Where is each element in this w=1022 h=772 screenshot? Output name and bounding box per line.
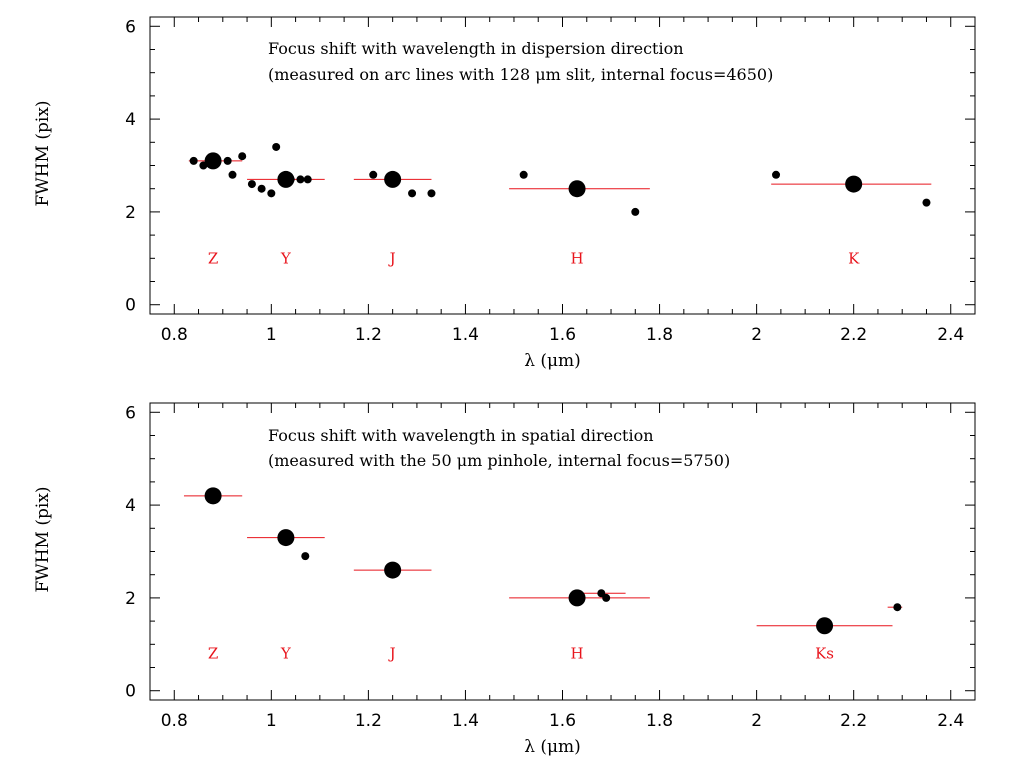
band-mean-point-z [204, 152, 222, 170]
y-tick-label: 6 [125, 17, 136, 37]
annotation-line: (measured with the 50 μm pinhole, intern… [268, 451, 730, 470]
x-tick-label: 1.2 [355, 711, 382, 731]
band-mean-point-h [568, 180, 586, 198]
data-point [257, 184, 266, 193]
x-axis-label: λ (μm) [524, 351, 581, 371]
annotation-line: Focus shift with wavelength in dispersio… [268, 39, 684, 58]
band-label-z: Z [208, 249, 218, 267]
band-label-h: H [571, 645, 584, 663]
x-tick-label: 1 [266, 325, 277, 345]
data-point [922, 198, 931, 207]
x-tick-label: 1 [266, 711, 277, 731]
band-mean-point-h [568, 589, 586, 607]
band-label-y: Y [280, 645, 292, 663]
x-tick-label: 1.8 [646, 711, 673, 731]
x-tick-label: 2.2 [840, 711, 867, 731]
band-label-k: K [848, 249, 860, 267]
x-tick-label: 2 [751, 325, 762, 345]
data-point [189, 156, 198, 165]
x-tick-label: 1.6 [549, 325, 576, 345]
band-label-h: H [571, 249, 584, 267]
band-mean-point-k [845, 175, 863, 193]
y-tick-label: 0 [125, 296, 136, 316]
y-tick-label: 4 [125, 110, 136, 130]
data-point [427, 189, 436, 198]
annotation-line: (measured on arc lines with 128 μm slit,… [268, 65, 773, 84]
data-point [296, 175, 305, 184]
band-mean-point-j [384, 170, 402, 188]
x-tick-label: 2.4 [937, 325, 964, 345]
y-axis-label: FWHM (pix) [33, 100, 53, 206]
x-tick-label: 2 [751, 711, 762, 731]
band-label-ks: Ks [815, 645, 834, 663]
data-point [893, 603, 902, 612]
x-tick-label: 1.2 [355, 325, 382, 345]
band-mean-point-j [384, 561, 402, 579]
plot-frame [149, 402, 976, 701]
x-tick-label: 1.8 [646, 325, 673, 345]
y-tick-label: 0 [125, 682, 136, 702]
y-axis-label: FWHM (pix) [33, 486, 53, 592]
data-point [303, 175, 312, 184]
data-point [772, 170, 781, 179]
annotation-line: Focus shift with wavelength in spatial d… [268, 426, 654, 445]
data-point [272, 142, 281, 151]
x-tick-label: 1.6 [549, 711, 576, 731]
x-tick-label: 0.8 [161, 711, 188, 731]
band-label-j: J [388, 645, 396, 663]
y-tick-label: 2 [125, 589, 136, 609]
data-point [519, 170, 528, 179]
top-panel-dispersion: 0.8 1 1.2 1.4 1.6 1.8 2 2.2 2.4 0 2 4 6 λ (μm) FWHM (p… [33, 16, 976, 371]
x-tick-label: 1.4 [452, 711, 479, 731]
data-point [223, 156, 232, 165]
data-point [238, 152, 247, 161]
y-tick-label: 2 [125, 203, 136, 223]
x-tick-label: 1.4 [452, 325, 479, 345]
data-point [301, 552, 310, 561]
x-tick-label: 2.2 [840, 325, 867, 345]
band-label-y: Y [280, 249, 292, 267]
y-tick-label: 6 [125, 403, 136, 423]
x-axis-label: λ (μm) [524, 737, 581, 757]
x-tick-label: 2.4 [937, 711, 964, 731]
data-point [602, 593, 611, 602]
data-point [228, 170, 237, 179]
band-label-j: J [388, 249, 396, 267]
bottom-panel-spatial: 0.8 1 1.2 1.4 1.6 1.8 2 2.2 2.4 0 2 4 6 λ (μm) FWHM (p… [33, 402, 976, 757]
band-mean-point-y [277, 170, 295, 188]
data-point [369, 170, 378, 179]
data-point [631, 207, 640, 216]
data-point [267, 189, 276, 198]
band-label-z: Z [208, 645, 218, 663]
plot-frame [149, 16, 976, 315]
band-mean-point-y [277, 529, 295, 547]
data-point [408, 189, 417, 198]
band-mean-point-ks [816, 617, 834, 635]
data-point [247, 180, 256, 189]
band-mean-point-z [204, 487, 222, 505]
x-tick-label: 0.8 [161, 325, 188, 345]
y-tick-label: 4 [125, 496, 136, 516]
